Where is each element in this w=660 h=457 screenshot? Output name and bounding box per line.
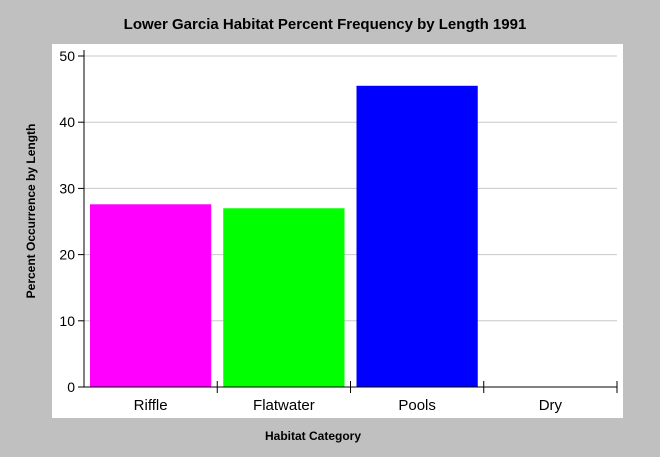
- y-tick-label: 20: [59, 247, 75, 263]
- y-tick-label: 0: [67, 379, 75, 395]
- x-axis-label: Habitat Category: [265, 429, 361, 443]
- x-tick-label: Riffle: [134, 397, 168, 414]
- bar-flatwater: [223, 208, 345, 387]
- y-tick-label: 50: [59, 48, 75, 64]
- x-tick-label: Pools: [398, 397, 436, 414]
- x-tick-label: Flatwater: [253, 397, 315, 414]
- y-axis-label: Percent Occurrence by Length: [24, 124, 38, 299]
- y-tick-label: 40: [59, 114, 75, 130]
- y-tick-label: 10: [59, 313, 75, 329]
- bars: [90, 85, 478, 387]
- x-tick-label: Dry: [539, 397, 563, 414]
- axes: 0 10 20 30 40 50 Riffle Flatwater Pools Dry: [59, 48, 618, 414]
- chart-title: Lower Garcia Habitat Percent Frequency b…: [124, 16, 527, 33]
- bar-pools: [356, 85, 478, 387]
- bar-riffle: [90, 204, 212, 387]
- y-tick-label: 30: [59, 180, 75, 196]
